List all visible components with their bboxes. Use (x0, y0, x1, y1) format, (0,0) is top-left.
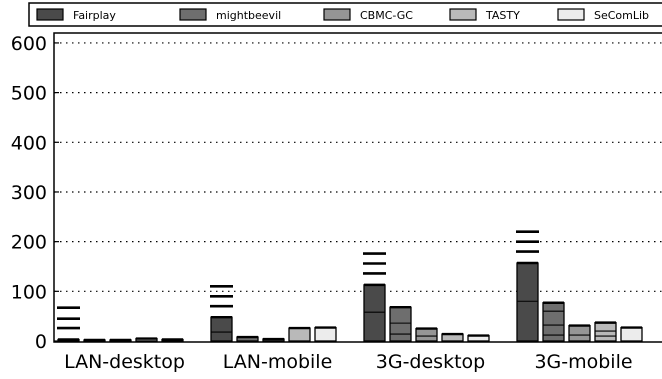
x-tick-label: 3G-desktop (376, 351, 485, 373)
bar-secomlib (314, 326, 337, 342)
legend-label: SeComLib (594, 9, 649, 22)
y-axis: 0 100 200 300 400 500 600 (11, 33, 59, 353)
legend-label: TASTY (485, 9, 520, 22)
legend-label: CBMC-GC (360, 9, 413, 22)
y-tick-label: 0 (35, 331, 47, 353)
bar-mightbeevil (389, 306, 412, 342)
x-tick-label: 3G-mobile (534, 351, 632, 373)
legend: Fairplay mightbeevil CBMC-GC TASTY SeComLib (28, 2, 662, 27)
legend-swatch-mightbeevil (179, 8, 207, 21)
legend-swatch-secomlib (557, 8, 585, 21)
bars (57, 230, 643, 342)
legend-label: Fairplay (73, 9, 116, 22)
y-tick-label: 600 (11, 33, 47, 55)
bar-fairplay (363, 284, 386, 342)
bar-tasty (288, 327, 311, 342)
bar-fairplay (516, 262, 539, 342)
gridlines (54, 42, 662, 292)
bar-cbmc-gc (415, 327, 438, 342)
x-axis: LAN-desktop LAN-mobile 3G-desktop 3G-mobile (64, 351, 632, 373)
y-tick-label: 200 (11, 232, 47, 254)
legend-swatch-fairplay (36, 8, 64, 21)
y-tick-label: 100 (11, 281, 47, 303)
x-tick-label: LAN-desktop (64, 351, 185, 373)
legend-label: mightbeevil (216, 9, 281, 22)
plot-frame (53, 32, 662, 343)
x-tick-label: LAN-mobile (223, 351, 333, 373)
legend-swatch-tasty (449, 8, 477, 21)
bar-secomlib (620, 326, 643, 342)
legend-swatch-cbmc-gc (323, 8, 351, 21)
bar-tasty (594, 321, 617, 342)
y-tick-label: 300 (11, 182, 47, 204)
y-tick-label: 500 (11, 83, 47, 105)
y-tick-label: 400 (11, 132, 47, 154)
bar-fairplay (210, 316, 233, 342)
bar-cbmc-gc (568, 324, 591, 342)
